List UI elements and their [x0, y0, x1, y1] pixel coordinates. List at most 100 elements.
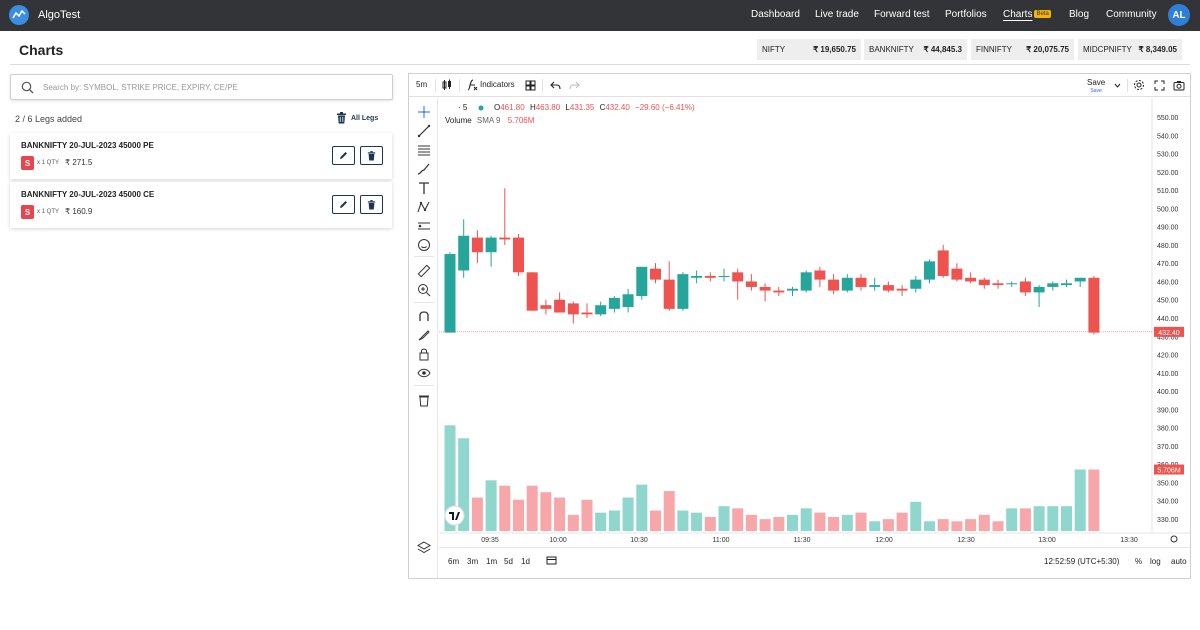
pencil-icon [340, 152, 347, 159]
indicators-icon[interactable] [467, 79, 478, 91]
volume-bar [458, 438, 470, 531]
trash-icon[interactable] [417, 393, 431, 407]
range-1d[interactable]: 1d [521, 557, 530, 566]
fib-retracement-icon[interactable] [417, 143, 431, 157]
volume-bar [745, 514, 757, 531]
x-tick-label: 12:30 [957, 537, 975, 544]
trendline-icon[interactable] [417, 124, 431, 138]
legend-o-label: O [494, 103, 501, 112]
indicators-button[interactable]: Indicators [480, 80, 515, 89]
edit-leg-button[interactable] [332, 195, 355, 214]
candle-type-icon[interactable] [441, 79, 453, 91]
range-1m[interactable]: 1m [486, 557, 498, 566]
nav-portfolios[interactable]: Portfolios [945, 9, 987, 20]
redo-icon[interactable] [569, 81, 580, 90]
y-tick-label: 350.00 [1157, 480, 1179, 487]
emoji-icon[interactable] [417, 238, 431, 252]
volume-bar [1088, 469, 1100, 531]
undo-icon[interactable] [550, 81, 561, 90]
page-title: Charts [19, 42, 64, 58]
percent-toggle[interactable]: % [1135, 557, 1143, 566]
object-tree-icon[interactable] [417, 541, 431, 555]
volume-bar [1019, 508, 1031, 531]
volume-label: Volume [445, 116, 472, 125]
algotest-logo-icon[interactable] [9, 5, 29, 25]
candle-body [924, 261, 935, 280]
camera-icon[interactable] [1173, 80, 1185, 91]
delete-leg-button[interactable] [360, 195, 383, 214]
y-tick-label: 500.00 [1157, 206, 1179, 213]
log-toggle[interactable]: log [1150, 557, 1161, 566]
y-tick-label: 410.00 [1157, 371, 1179, 378]
legend-volume: Volume SMA 9 5.706M [445, 116, 534, 125]
interval-select[interactable]: 5m [416, 80, 428, 89]
legend-interval: · 5 [458, 103, 468, 112]
gear-icon[interactable] [1133, 79, 1145, 91]
legend-close: 432.40 [605, 103, 630, 112]
candle-body [1061, 283, 1072, 286]
nav-blog[interactable]: Blog [1069, 9, 1090, 20]
date-range-icon[interactable] [546, 556, 557, 566]
candle-body [663, 279, 675, 309]
stay-in-drawing-icon[interactable] [417, 328, 431, 342]
eye-icon[interactable] [417, 366, 431, 380]
volume-bar [924, 521, 935, 531]
candle-body [526, 272, 538, 311]
ticker-value: ₹ 19,650.75 [813, 45, 856, 54]
chart-bottom-bar: 6m 3m 1m 5d 1d 12:52:59 (UTC+5:30) % log… [439, 547, 1190, 578]
zoom-in-icon[interactable] [417, 283, 431, 297]
y-tick-label: 470.00 [1157, 261, 1179, 268]
nav-charts[interactable]: Charts Beta [1003, 9, 1051, 20]
auto-toggle[interactable]: auto [1171, 557, 1187, 566]
chart-clock[interactable]: 12:52:59 (UTC+5:30) [1044, 557, 1120, 566]
candle-body [595, 305, 607, 315]
long-position-icon[interactable] [417, 219, 431, 233]
candle-body [828, 279, 840, 291]
range-3m[interactable]: 3m [467, 557, 479, 566]
leg-card: BANKNIFTY 20-JUL-2023 45000 CE S x 1 QTY… [10, 182, 392, 228]
header-divider [10, 64, 1190, 65]
candle-body [787, 288, 798, 291]
nav-charts-label: Charts [1003, 9, 1033, 20]
fullscreen-icon[interactable] [1154, 80, 1165, 91]
save-button[interactable]: Save Save [1087, 79, 1105, 95]
nav-dashboard[interactable]: Dashboard [751, 9, 800, 20]
candle-body [910, 279, 922, 289]
brand-name[interactable]: AlgoTest [38, 9, 81, 21]
candle-body [773, 290, 785, 293]
chevron-down-icon[interactable] [1114, 83, 1121, 88]
price-chart[interactable]: 550.00 540.00 530.00 520.00 510.00 500.00 490.… [409, 74, 1190, 547]
range-5d[interactable]: 5d [504, 557, 513, 566]
pattern-icon[interactable] [417, 200, 431, 214]
search-input[interactable] [43, 79, 383, 95]
ruler-icon[interactable] [417, 264, 431, 278]
user-avatar[interactable]: AL [1168, 4, 1190, 26]
y-tick-label: 420.00 [1157, 353, 1179, 360]
crosshair-icon[interactable] [417, 105, 431, 119]
volume-bar [581, 499, 593, 531]
magnet-icon[interactable] [417, 309, 431, 323]
candle-body [759, 286, 771, 291]
nav-community[interactable]: Community [1106, 9, 1157, 20]
chart-toolbar: 5m Indicators Save Save [409, 74, 1190, 97]
text-icon[interactable] [417, 181, 431, 195]
nav-forward-test[interactable]: Forward test [874, 9, 930, 20]
leg-price: ₹ 271.5 [65, 158, 93, 167]
range-6m[interactable]: 6m [448, 557, 460, 566]
toolbar-divider [1127, 79, 1128, 92]
layout-grid-icon[interactable] [525, 80, 536, 91]
candle-body [951, 268, 963, 280]
candle-body [704, 275, 716, 278]
nav-live-trade[interactable]: Live trade [815, 9, 859, 20]
lock-icon[interactable] [417, 347, 431, 361]
leg-card: BANKNIFTY 20-JUL-2023 45000 PE S x 1 QTY… [10, 133, 392, 179]
volume-bar [650, 510, 661, 531]
delete-leg-button[interactable] [360, 146, 383, 165]
candle-body [1019, 281, 1031, 293]
volume-bar [787, 514, 798, 531]
all-legs-delete-button[interactable]: All Legs [336, 112, 378, 124]
ticker-value: ₹ 44,845.3 [923, 45, 962, 54]
brush-icon[interactable] [417, 162, 431, 176]
edit-leg-button[interactable] [332, 146, 355, 165]
volume-tag [1154, 464, 1184, 475]
